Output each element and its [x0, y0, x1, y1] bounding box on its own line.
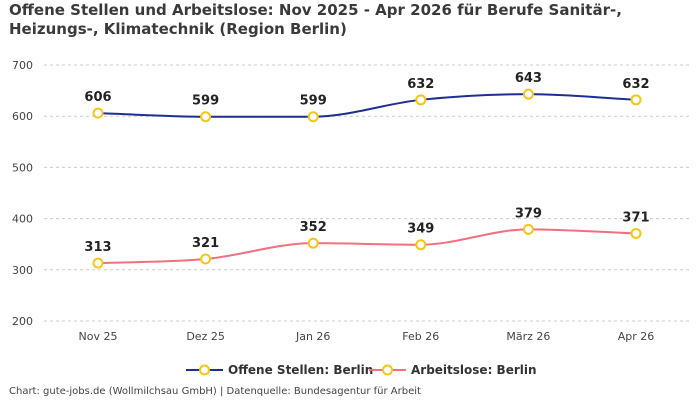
data-point [630, 227, 642, 239]
data-label: 606 [84, 90, 111, 105]
data-point [522, 223, 534, 235]
data-point [307, 237, 319, 249]
y-tick-label-500: 500 [12, 161, 33, 174]
data-point [415, 94, 427, 106]
data-label: 352 [300, 220, 327, 235]
legend-label-1: Offene Stellen: Berlin [228, 363, 373, 377]
data-label: 599 [192, 94, 219, 109]
data-label: 349 [407, 222, 434, 237]
data-label: 632 [622, 77, 649, 92]
data-point [522, 88, 534, 100]
data-point [92, 107, 104, 119]
data-point [307, 111, 319, 123]
data-point [630, 94, 642, 106]
legend-marker-2 [382, 364, 393, 376]
x-tick-label: Nov 25 [79, 330, 118, 343]
chart-footer: Chart: gute-jobs.de (Wollmilchsau GmbH) … [9, 386, 421, 397]
y-tick-label-700: 700 [12, 59, 33, 72]
x-tick-label: Apr 26 [618, 330, 655, 343]
y-tick-label-300: 300 [12, 264, 33, 277]
y-tick-label-400: 400 [12, 213, 33, 226]
data-point [92, 257, 104, 269]
data-label: 379 [515, 206, 542, 221]
x-tick-label: Dez 25 [186, 330, 225, 343]
data-label: 632 [407, 77, 434, 92]
data-point [200, 111, 212, 123]
data-label: 321 [192, 236, 219, 251]
chart-title: Offene Stellen und Arbeitslose: Nov 2025… [9, 1, 622, 38]
x-tick-label: Feb 26 [402, 330, 439, 343]
legend-label-2: Arbeitslose: Berlin [411, 363, 537, 377]
data-label: 313 [84, 240, 111, 255]
y-tick-label-600: 600 [12, 110, 33, 123]
series-line-2 [97, 228, 637, 265]
x-tick-label: Jan 26 [295, 330, 330, 343]
y-tick-label-200: 200 [12, 315, 33, 328]
series-line-1 [97, 93, 637, 118]
data-point [415, 239, 427, 251]
data-label: 599 [300, 94, 327, 109]
data-label: 371 [622, 210, 649, 225]
data-point [200, 253, 212, 265]
legend-marker-1 [199, 364, 210, 376]
x-tick-label: März 26 [506, 330, 550, 343]
data-label: 643 [515, 71, 542, 86]
